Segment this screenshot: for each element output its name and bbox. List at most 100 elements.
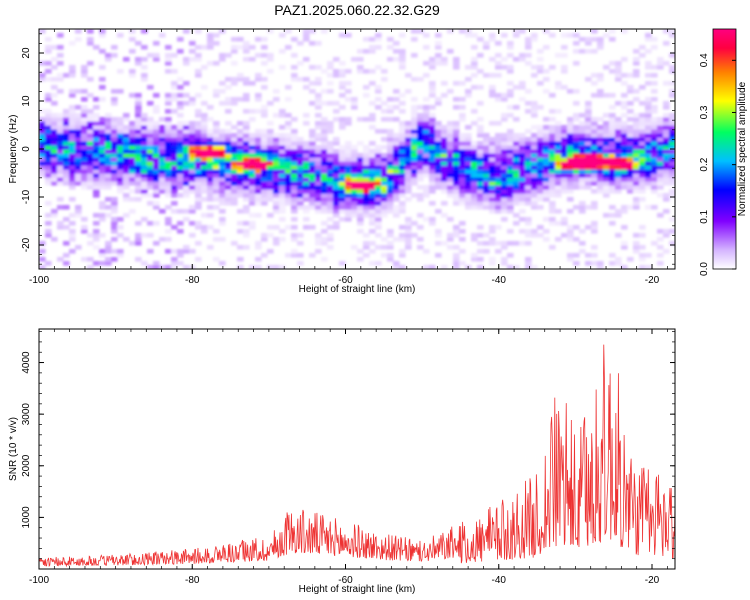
spectrogram-cell (369, 189, 376, 194)
spectrogram-cell (609, 137, 616, 142)
spectrogram-cell (189, 97, 196, 102)
spectrogram-cell (477, 249, 484, 254)
spectrogram-cell (249, 81, 256, 86)
spectrogram-cell (51, 165, 58, 170)
spectrogram-cell (261, 153, 268, 158)
spectrogram-cell (285, 133, 292, 138)
spectrogram-cell (609, 169, 616, 174)
spectrogram-cell (471, 189, 478, 194)
spectrogram-cell (135, 197, 142, 202)
spectrogram-cell (453, 65, 460, 70)
spectrogram-cell (489, 225, 496, 230)
spectrogram-cell (585, 113, 592, 118)
spectrogram-cell (285, 173, 292, 178)
spectrogram-cell (663, 101, 670, 106)
spectrogram-cell (381, 165, 388, 170)
spectrogram-cell (231, 165, 238, 170)
spectrogram-cell (483, 189, 490, 194)
spectrogram-cell (255, 93, 262, 98)
spectrogram-cell (183, 125, 190, 130)
spectrogram-cell (159, 265, 166, 269)
spectrogram-cell (273, 241, 280, 246)
spectrogram-cell (201, 101, 208, 106)
spectrogram-cell (447, 165, 454, 170)
spectrogram-cell (471, 73, 478, 78)
spectrogram-cell (99, 85, 106, 90)
spectrogram-cell (273, 205, 280, 210)
spectrogram-cell (561, 129, 568, 134)
spectrogram-cell (111, 249, 118, 254)
spectrogram-cell (225, 109, 232, 114)
spectrogram-cell (405, 125, 412, 130)
spectrogram-cell (237, 265, 244, 269)
spectrogram-cell (339, 217, 346, 222)
spectrogram-cell (345, 117, 352, 122)
spectrogram-cell (651, 169, 658, 174)
spectrogram-cell (633, 57, 640, 62)
spectrogram-cell (471, 45, 478, 50)
spectrogram-cell (519, 197, 526, 202)
spectrogram-cell (585, 109, 592, 114)
spectrogram-cell (243, 97, 250, 102)
spectrogram-cell (81, 217, 88, 222)
spectrogram-cell (201, 121, 208, 126)
spectrogram-cell (45, 229, 52, 234)
spectrogram-cell (663, 149, 670, 154)
spectrogram-cell (645, 253, 652, 258)
spectrogram-cell (123, 57, 130, 62)
spectrogram-cell (453, 161, 460, 166)
spectrogram-cell (57, 197, 64, 202)
spectrogram-cell (417, 245, 424, 250)
spectrogram-cell (237, 185, 244, 190)
y-tick-label: 4000 (21, 351, 32, 374)
spectrogram-cell (519, 209, 526, 214)
spectrogram-cell (639, 137, 646, 142)
spectrogram-cell (135, 137, 142, 142)
spectrogram-cell (393, 157, 400, 162)
spectrogram-cell (153, 93, 160, 98)
spectrogram-cell (309, 205, 316, 210)
spectrogram-cell (357, 221, 364, 226)
spectrogram-cell (465, 77, 472, 82)
spectrogram-cell (501, 149, 508, 154)
spectrogram-cell (99, 217, 106, 222)
spectrogram-cell (519, 85, 526, 90)
spectrogram-cell (519, 161, 526, 166)
spectrogram-cell (609, 145, 616, 150)
spectrogram-cell (165, 229, 172, 234)
spectrogram-cell (669, 145, 675, 150)
spectrogram-cell (657, 253, 664, 258)
spectrogram-cell (243, 49, 250, 54)
spectrogram-cell (615, 73, 622, 78)
spectrogram-cell (207, 157, 214, 162)
spectrogram-cell (303, 153, 310, 158)
spectrogram-cell (141, 193, 148, 198)
spectrogram-cell (327, 61, 334, 66)
spectrogram-cell (45, 109, 52, 114)
spectrogram-cell (357, 161, 364, 166)
spectrogram-cell (51, 113, 58, 118)
spectrogram-cell (645, 161, 652, 166)
spectrogram-cell (423, 149, 430, 154)
spectrogram-cell (537, 193, 544, 198)
spectrogram-cell (663, 157, 670, 162)
spectrogram-cell (435, 209, 442, 214)
spectrogram-cell (201, 157, 208, 162)
spectrogram-cell (405, 121, 412, 126)
spectrogram-cell (171, 261, 178, 266)
spectrogram-cell (207, 153, 214, 158)
spectrogram-cell (531, 205, 538, 210)
spectrogram-cell (39, 145, 46, 150)
spectrogram-cell (111, 217, 118, 222)
spectrogram-cell (465, 177, 472, 182)
spectrogram-cell (657, 125, 664, 130)
spectrogram-cell (219, 145, 226, 150)
spectrogram-cell (345, 33, 352, 38)
spectrogram-cell (387, 233, 394, 238)
spectrogram-cell (375, 217, 382, 222)
spectrogram-cell (171, 53, 178, 58)
spectrogram-cell (663, 197, 670, 202)
spectrogram-cell (567, 157, 574, 162)
spectrogram-cell (99, 169, 106, 174)
spectrogram-cell (165, 97, 172, 102)
